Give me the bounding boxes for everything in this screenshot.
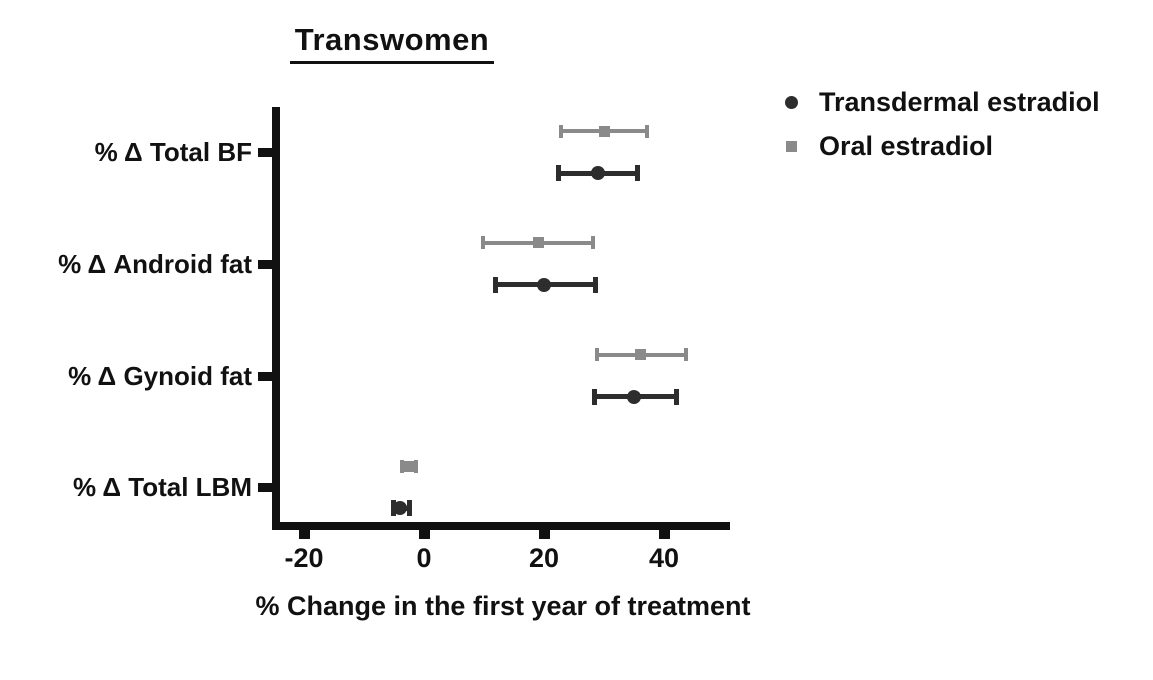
legend-label: Oral estradiol xyxy=(819,131,994,161)
error-bar-cap xyxy=(414,459,418,473)
chart-title: Transwomen xyxy=(289,22,495,64)
error-bar-cap xyxy=(674,388,679,405)
y-axis-tick xyxy=(258,148,272,157)
y-axis-label: % Δ Total BF xyxy=(94,137,252,167)
y-axis-line xyxy=(272,107,280,530)
circle-marker-icon xyxy=(785,96,798,109)
y-axis-tick xyxy=(258,259,272,269)
x-axis-title: % Change in the first year of treatment xyxy=(255,591,751,621)
x-axis-line xyxy=(272,522,730,530)
error-bar-cap xyxy=(592,388,597,405)
error-bar-cap xyxy=(593,276,598,293)
error-bar-cap xyxy=(400,459,404,473)
y-axis-label: % Δ Total LBM xyxy=(72,472,252,503)
data-point-square xyxy=(532,237,544,249)
square-marker-icon xyxy=(786,141,797,152)
data-point-square xyxy=(598,125,610,137)
error-bar-cap xyxy=(635,165,640,181)
y-axis-tick xyxy=(258,371,272,381)
error-bar-cap xyxy=(591,236,595,250)
x-axis-tick xyxy=(299,530,310,539)
x-axis-tick xyxy=(659,530,670,539)
x-tick-label: 0 xyxy=(416,543,432,573)
error-bar-cap xyxy=(493,276,498,293)
error-bar-cap xyxy=(645,124,649,138)
x-tick-label: -20 xyxy=(284,543,324,573)
chart-title-wrap: Transwomen xyxy=(162,22,622,64)
x-tick-label: 40 xyxy=(648,543,680,573)
data-point-circle xyxy=(393,501,407,516)
data-point-square xyxy=(634,349,646,361)
error-bar-cap xyxy=(684,348,688,362)
x-axis-tick xyxy=(419,530,430,539)
y-axis-tick xyxy=(258,483,272,493)
error-bar-cap xyxy=(595,348,599,362)
y-axis-label: % Δ Gynoid fat xyxy=(68,360,252,391)
legend-item-oral: Oral estradiol xyxy=(785,130,1100,163)
legend: Transdermal estradiol Oral estradiol xyxy=(785,86,1100,174)
x-tick-label: 20 xyxy=(528,543,560,573)
error-bar-cap xyxy=(407,500,412,517)
data-point-circle xyxy=(591,166,605,180)
legend-label: Transdermal estradiol xyxy=(819,87,1100,117)
y-axis-label: % Δ Android fat xyxy=(58,248,252,279)
error-bar-cap xyxy=(559,124,563,138)
data-point-circle xyxy=(537,277,551,292)
data-point-circle xyxy=(627,389,641,404)
error-bar-cap xyxy=(481,236,485,250)
data-point-square xyxy=(403,460,415,472)
legend-item-transdermal: Transdermal estradiol xyxy=(785,86,1100,119)
x-axis-tick xyxy=(539,530,550,539)
error-bar-cap xyxy=(556,165,561,181)
